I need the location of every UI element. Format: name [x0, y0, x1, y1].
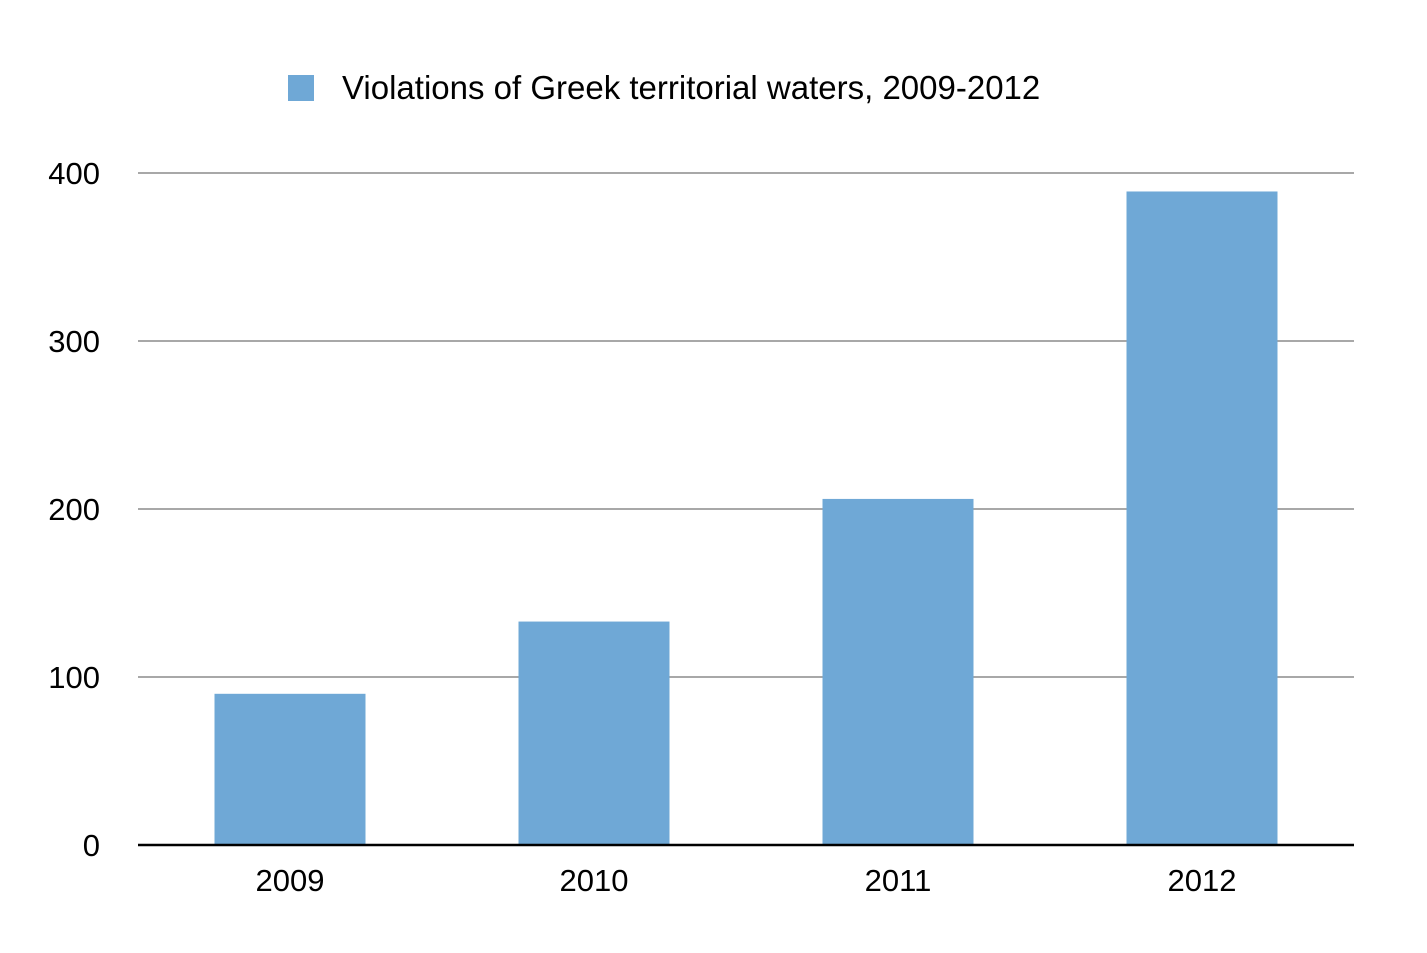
chart-legend: Violations of Greek territorial waters, … [288, 68, 1040, 108]
x-tick-label: 2009 [256, 863, 325, 898]
bars [214, 191, 1278, 846]
bar-2012 [1126, 191, 1278, 846]
x-tick-labels: 2009 2010 2011 2012 [256, 863, 1237, 898]
y-tick-label: 100 [48, 660, 100, 695]
legend-swatch [288, 75, 314, 101]
y-tick-label: 0 [83, 828, 100, 863]
x-tick-label: 2011 [865, 863, 932, 898]
y-tick-label: 200 [48, 492, 100, 527]
x-tick-label: 2010 [560, 863, 629, 898]
y-tick-label: 300 [48, 324, 100, 359]
legend-label: Violations of Greek territorial waters, … [342, 69, 1041, 106]
bar-2009 [214, 693, 366, 845]
bar-2010 [518, 621, 670, 845]
y-tick-label: 400 [48, 156, 100, 191]
x-tick-label: 2012 [1168, 863, 1237, 898]
bar-2011 [822, 498, 974, 845]
y-tick-labels: 0 100 200 300 400 [48, 156, 100, 863]
